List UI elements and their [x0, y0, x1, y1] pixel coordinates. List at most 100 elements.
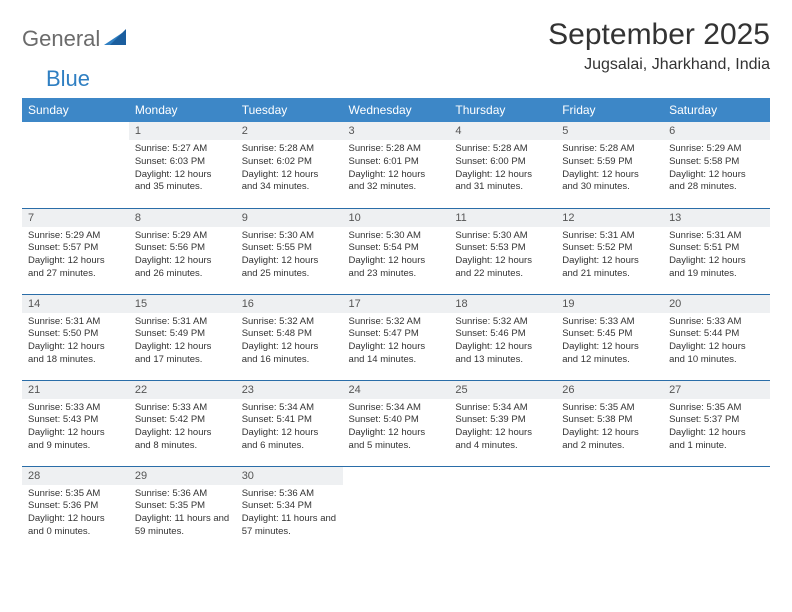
day-content: Sunrise: 5:31 AMSunset: 5:51 PMDaylight:… — [663, 227, 770, 287]
sunset-text: Sunset: 5:49 PM — [135, 328, 230, 341]
sunset-text: Sunset: 5:59 PM — [562, 156, 657, 169]
weekday-header: Saturday — [663, 98, 770, 122]
sunrise-text: Sunrise: 5:35 AM — [28, 488, 123, 501]
daylight-text: Daylight: 12 hours and 0 minutes. — [28, 513, 123, 539]
day-content: Sunrise: 5:32 AMSunset: 5:46 PMDaylight:… — [449, 313, 556, 373]
daylight-text: Daylight: 11 hours and 57 minutes. — [242, 513, 337, 539]
sunrise-text: Sunrise: 5:34 AM — [242, 402, 337, 415]
daylight-text: Daylight: 12 hours and 17 minutes. — [135, 341, 230, 367]
day-content: Sunrise: 5:28 AMSunset: 6:02 PMDaylight:… — [236, 140, 343, 200]
day-content: Sunrise: 5:36 AMSunset: 5:35 PMDaylight:… — [129, 485, 236, 545]
day-number: 1 — [129, 122, 236, 140]
sunset-text: Sunset: 5:47 PM — [349, 328, 444, 341]
calendar-cell: 3Sunrise: 5:28 AMSunset: 6:01 PMDaylight… — [343, 122, 450, 208]
daylight-text: Daylight: 12 hours and 6 minutes. — [242, 427, 337, 453]
sunrise-text: Sunrise: 5:32 AM — [242, 316, 337, 329]
day-content: Sunrise: 5:27 AMSunset: 6:03 PMDaylight:… — [129, 140, 236, 200]
sunrise-text: Sunrise: 5:32 AM — [455, 316, 550, 329]
day-number: 16 — [236, 295, 343, 313]
sunset-text: Sunset: 5:34 PM — [242, 500, 337, 513]
calendar-table: Sunday Monday Tuesday Wednesday Thursday… — [22, 98, 770, 552]
sunset-text: Sunset: 6:01 PM — [349, 156, 444, 169]
daylight-text: Daylight: 12 hours and 12 minutes. — [562, 341, 657, 367]
daylight-text: Daylight: 12 hours and 21 minutes. — [562, 255, 657, 281]
day-content: Sunrise: 5:28 AMSunset: 6:00 PMDaylight:… — [449, 140, 556, 200]
day-content: Sunrise: 5:33 AMSunset: 5:42 PMDaylight:… — [129, 399, 236, 459]
calendar-cell: 21Sunrise: 5:33 AMSunset: 5:43 PMDayligh… — [22, 380, 129, 466]
sunset-text: Sunset: 5:35 PM — [135, 500, 230, 513]
day-content: Sunrise: 5:31 AMSunset: 5:49 PMDaylight:… — [129, 313, 236, 373]
sunrise-text: Sunrise: 5:31 AM — [669, 230, 764, 243]
sunrise-text: Sunrise: 5:30 AM — [242, 230, 337, 243]
day-content: Sunrise: 5:29 AMSunset: 5:58 PMDaylight:… — [663, 140, 770, 200]
day-content: Sunrise: 5:30 AMSunset: 5:53 PMDaylight:… — [449, 227, 556, 287]
day-content: Sunrise: 5:31 AMSunset: 5:52 PMDaylight:… — [556, 227, 663, 287]
day-content: Sunrise: 5:35 AMSunset: 5:38 PMDaylight:… — [556, 399, 663, 459]
calendar-cell: 14Sunrise: 5:31 AMSunset: 5:50 PMDayligh… — [22, 294, 129, 380]
day-content: Sunrise: 5:31 AMSunset: 5:50 PMDaylight:… — [22, 313, 129, 373]
day-content: Sunrise: 5:32 AMSunset: 5:47 PMDaylight:… — [343, 313, 450, 373]
sunset-text: Sunset: 5:53 PM — [455, 242, 550, 255]
sunrise-text: Sunrise: 5:34 AM — [349, 402, 444, 415]
calendar-cell: 13Sunrise: 5:31 AMSunset: 5:51 PMDayligh… — [663, 208, 770, 294]
calendar-cell: 20Sunrise: 5:33 AMSunset: 5:44 PMDayligh… — [663, 294, 770, 380]
logo: General — [22, 18, 128, 52]
day-content: Sunrise: 5:33 AMSunset: 5:44 PMDaylight:… — [663, 313, 770, 373]
sunrise-text: Sunrise: 5:31 AM — [28, 316, 123, 329]
sunset-text: Sunset: 5:58 PM — [669, 156, 764, 169]
calendar-cell: 25Sunrise: 5:34 AMSunset: 5:39 PMDayligh… — [449, 380, 556, 466]
calendar-cell: 11Sunrise: 5:30 AMSunset: 5:53 PMDayligh… — [449, 208, 556, 294]
daylight-text: Daylight: 12 hours and 14 minutes. — [349, 341, 444, 367]
calendar-page: General September 2025 Jugsalai, Jharkha… — [0, 0, 792, 570]
weekday-header: Friday — [556, 98, 663, 122]
calendar-cell: 15Sunrise: 5:31 AMSunset: 5:49 PMDayligh… — [129, 294, 236, 380]
day-number: 24 — [343, 381, 450, 399]
sunrise-text: Sunrise: 5:28 AM — [349, 143, 444, 156]
daylight-text: Daylight: 12 hours and 26 minutes. — [135, 255, 230, 281]
logo-text-blue: Blue — [46, 66, 90, 92]
day-content: Sunrise: 5:30 AMSunset: 5:55 PMDaylight:… — [236, 227, 343, 287]
sunset-text: Sunset: 5:43 PM — [28, 414, 123, 427]
calendar-row: 28Sunrise: 5:35 AMSunset: 5:36 PMDayligh… — [22, 466, 770, 552]
day-number: 23 — [236, 381, 343, 399]
sunset-text: Sunset: 5:41 PM — [242, 414, 337, 427]
daylight-text: Daylight: 12 hours and 8 minutes. — [135, 427, 230, 453]
daylight-text: Daylight: 12 hours and 1 minute. — [669, 427, 764, 453]
daylight-text: Daylight: 12 hours and 31 minutes. — [455, 169, 550, 195]
sunrise-text: Sunrise: 5:31 AM — [562, 230, 657, 243]
day-number: 13 — [663, 209, 770, 227]
sunset-text: Sunset: 5:40 PM — [349, 414, 444, 427]
day-content: Sunrise: 5:33 AMSunset: 5:43 PMDaylight:… — [22, 399, 129, 459]
sunset-text: Sunset: 5:52 PM — [562, 242, 657, 255]
calendar-head: Sunday Monday Tuesday Wednesday Thursday… — [22, 98, 770, 122]
sunrise-text: Sunrise: 5:28 AM — [562, 143, 657, 156]
daylight-text: Daylight: 12 hours and 27 minutes. — [28, 255, 123, 281]
daylight-text: Daylight: 12 hours and 23 minutes. — [349, 255, 444, 281]
sunset-text: Sunset: 5:38 PM — [562, 414, 657, 427]
sunrise-text: Sunrise: 5:27 AM — [135, 143, 230, 156]
sunset-text: Sunset: 5:56 PM — [135, 242, 230, 255]
sunset-text: Sunset: 5:48 PM — [242, 328, 337, 341]
logo-text-general: General — [22, 26, 100, 52]
calendar-cell: 30Sunrise: 5:36 AMSunset: 5:34 PMDayligh… — [236, 466, 343, 552]
sunrise-text: Sunrise: 5:28 AM — [455, 143, 550, 156]
day-number: 11 — [449, 209, 556, 227]
day-number: 29 — [129, 467, 236, 485]
day-number: 27 — [663, 381, 770, 399]
day-number: 28 — [22, 467, 129, 485]
calendar-cell: 18Sunrise: 5:32 AMSunset: 5:46 PMDayligh… — [449, 294, 556, 380]
day-number: 22 — [129, 381, 236, 399]
daylight-text: Daylight: 12 hours and 13 minutes. — [455, 341, 550, 367]
day-number: 2 — [236, 122, 343, 140]
sunrise-text: Sunrise: 5:29 AM — [669, 143, 764, 156]
day-number: 5 — [556, 122, 663, 140]
calendar-row: 7Sunrise: 5:29 AMSunset: 5:57 PMDaylight… — [22, 208, 770, 294]
sunset-text: Sunset: 5:51 PM — [669, 242, 764, 255]
day-content: Sunrise: 5:32 AMSunset: 5:48 PMDaylight:… — [236, 313, 343, 373]
calendar-cell — [343, 466, 450, 552]
day-number: 9 — [236, 209, 343, 227]
daylight-text: Daylight: 12 hours and 19 minutes. — [669, 255, 764, 281]
day-number: 25 — [449, 381, 556, 399]
sunset-text: Sunset: 5:36 PM — [28, 500, 123, 513]
weekday-header: Monday — [129, 98, 236, 122]
